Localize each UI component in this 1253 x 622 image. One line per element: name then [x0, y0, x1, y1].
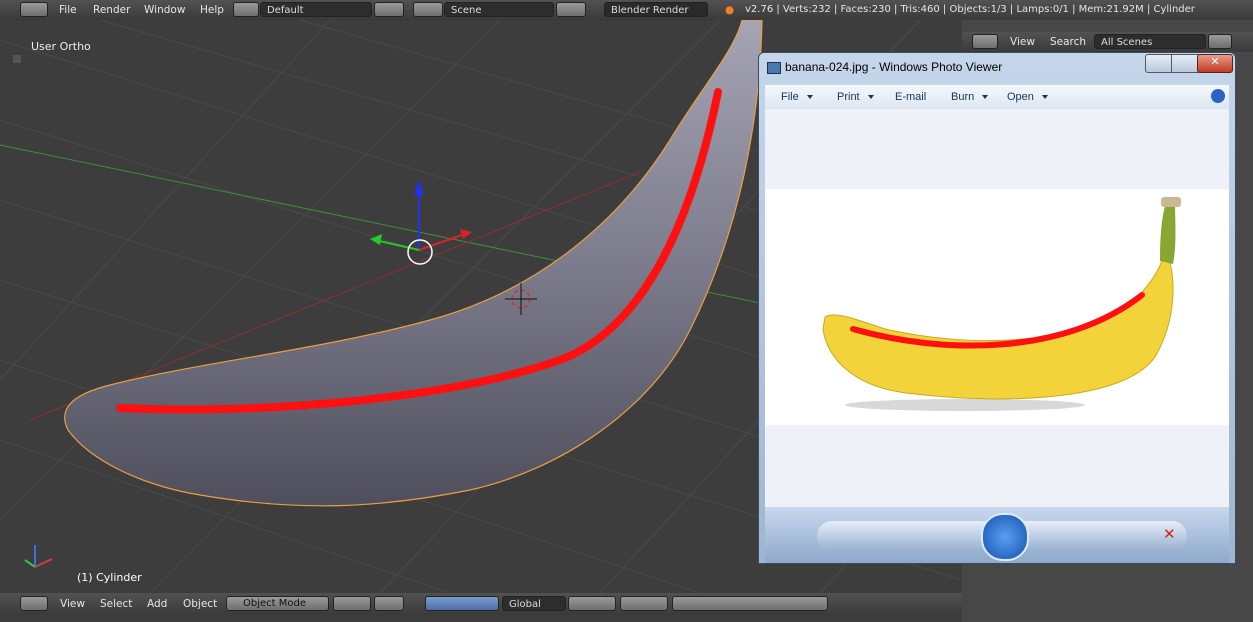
scene-field[interactable]: Scene — [444, 2, 554, 17]
outliner-header: View Search All Scenes — [962, 32, 1253, 52]
editor-type[interactable] — [972, 34, 998, 49]
axis-gizmo — [24, 545, 53, 568]
menu[interactable]: View — [1010, 36, 1035, 48]
transform-widget[interactable] — [407, 239, 433, 265]
layout-buttons[interactable] — [374, 2, 404, 17]
pivot[interactable] — [374, 596, 404, 611]
layout-icon[interactable] — [233, 2, 259, 17]
menu-label: E-mail — [895, 91, 927, 103]
menu[interactable]: Burn — [951, 91, 989, 103]
snap-tools[interactable] — [672, 596, 828, 611]
mode-field[interactable]: Object Mode — [226, 596, 329, 611]
stats: v2.76 | Verts:232 | Faces:230 | Tris:460… — [745, 4, 1195, 15]
photo-viewer: banana-024.jpg - Windows Photo Viewer ✕ … — [758, 52, 1236, 564]
close-button[interactable]: ✕ — [1197, 54, 1233, 73]
banana-mesh[interactable] — [64, 19, 763, 507]
photo — [765, 109, 1229, 507]
menu[interactable]: Object — [183, 598, 218, 610]
menu[interactable]: View — [60, 598, 85, 610]
help-button[interactable] — [1211, 89, 1225, 103]
view-name: User Ortho — [31, 40, 91, 53]
manipulators[interactable] — [425, 596, 499, 611]
red-stroke — [116, 88, 722, 414]
layout-field[interactable]: Default — [260, 2, 372, 17]
menu[interactable]: Open — [1007, 91, 1048, 103]
editor-type[interactable] — [20, 596, 48, 611]
menu[interactable]: Render — [93, 4, 131, 16]
control-bar: ✕ — [765, 507, 1229, 563]
app-icon — [767, 62, 781, 74]
scene-buttons[interactable] — [556, 2, 586, 17]
layers[interactable] — [620, 596, 668, 611]
menu[interactable]: Select — [100, 598, 133, 610]
blender-logo: ● — [725, 4, 735, 16]
menu[interactable]: File — [781, 91, 813, 103]
top-bar: File Render Window Help Default Scene Bl… — [0, 0, 1253, 20]
menu[interactable]: E-mail — [895, 91, 926, 103]
menu[interactable]: Window — [144, 4, 186, 16]
menu[interactable]: Add — [147, 598, 168, 610]
delete-button[interactable]: ✕ — [1163, 525, 1176, 543]
object-label: (1) Cylinder — [77, 571, 142, 584]
menu-label: Burn — [951, 91, 975, 103]
menu[interactable]: Search — [1050, 36, 1087, 48]
menu-bar: File Print E-mail Burn Open — [765, 85, 1229, 109]
menu-label: Print — [837, 91, 860, 103]
search-button[interactable] — [1208, 34, 1232, 49]
engine-field[interactable]: Blender Render — [604, 2, 708, 17]
bottom-bar: View Select Add Object Object Mode Globa… — [0, 593, 962, 615]
menu[interactable]: Print — [837, 91, 874, 103]
menu[interactable]: Help — [200, 4, 224, 16]
window-title: banana-024.jpg - Windows Photo Viewer — [785, 60, 1003, 74]
menu-label: Open — [1007, 91, 1034, 103]
editor-type[interactable] — [20, 2, 48, 17]
filter-field[interactable]: All Scenes — [1094, 34, 1206, 49]
slideshow-button[interactable] — [981, 513, 1029, 561]
menu[interactable]: File — [59, 4, 77, 16]
minimize-button[interactable] — [1145, 54, 1173, 73]
shading[interactable] — [333, 596, 371, 611]
scene-icon[interactable] — [413, 2, 443, 17]
maximize-button[interactable] — [1171, 54, 1199, 73]
orientation-field[interactable]: Global — [502, 596, 566, 611]
layers[interactable] — [568, 596, 616, 611]
menu-label: File — [781, 91, 799, 103]
